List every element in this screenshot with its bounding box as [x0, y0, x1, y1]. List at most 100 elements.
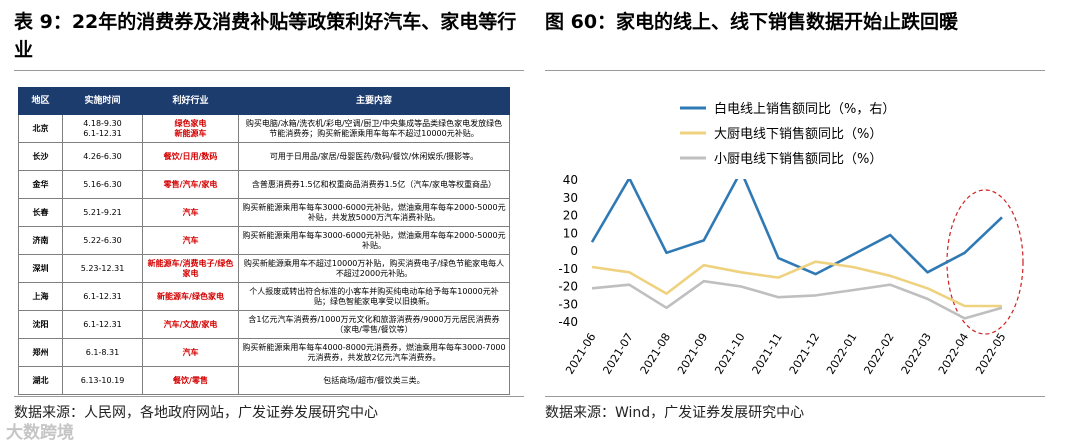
- cell-line: 4.18-9.30: [83, 118, 122, 128]
- y-tick-label: -10: [558, 262, 578, 276]
- x-tick-label: 2021-11: [750, 331, 785, 377]
- table-cell: 购买新能源乘用车每车4000-8000元消费券，燃油乘用车每车3000-7000…: [238, 338, 510, 367]
- x-tick-label: 2021-12: [787, 331, 822, 377]
- table-cell: 5.23-12.31: [62, 254, 143, 283]
- header-cell: 主要内容: [238, 87, 510, 115]
- table-cell: 金华: [18, 170, 63, 199]
- source-rule: [14, 396, 524, 397]
- x-tick-label: 2022-01: [824, 331, 859, 377]
- table-cell: 新能源车/绿色家电: [142, 282, 239, 311]
- series-line: [591, 279, 1003, 320]
- x-tick-label: 2021-08: [638, 331, 673, 377]
- table-header: 地区 实施时间 利好行业 主要内容: [18, 87, 510, 115]
- table-cell: 购买新能源乘用车每车3000-6000元补贴，燃油乘用车每车2000-5000元…: [238, 198, 510, 227]
- title-rule: [545, 70, 1045, 71]
- table-row: 北京 4.18-9.30 6.1-12.31 绿色家电 新能源车 购买电脑/冰箱/洗衣机/…: [18, 114, 510, 143]
- policy-table: 地区 实施时间 利好行业 主要内容 北京 4.18-9.30 6.1-12.31 绿色家电新…: [18, 87, 510, 395]
- table-cell: 5.16-6.30: [62, 170, 143, 199]
- table-cell: 新能源车/消费电子/绿色家电: [142, 254, 239, 283]
- cell-line: 新能源车: [174, 128, 207, 138]
- table-cell: 个人报废或转出符合标准的小客车并购买纯电动车给予每车10000元补贴；绿色智能家…: [238, 282, 510, 311]
- table-cell: 汽车: [142, 338, 239, 367]
- table-cell: 长沙: [18, 142, 63, 171]
- table-body: 北京 4.18-9.30 6.1-12.31 绿色家电 新能源车 购买电脑/冰箱/洗衣机/…: [18, 114, 510, 395]
- table-cell: 绿色家电 新能源车: [142, 114, 239, 143]
- source-rule: [545, 396, 1045, 397]
- y-tick-label: -40: [558, 315, 578, 329]
- table-cell: 汽车: [142, 198, 239, 227]
- x-tick-label: 2022-04: [936, 331, 971, 377]
- table-cell: 可用于日用品/家居/母婴医药/数码/餐饮/休闲娱乐/摄影等。: [238, 142, 510, 171]
- table-row: 济南 5.22-6.30 汽车 购买新能源乘用车每车3000-6000元补贴，燃油乘用…: [18, 226, 510, 255]
- table-cell: 郑州: [18, 338, 63, 367]
- table-cell: 汽车/文旅/家电: [142, 310, 239, 339]
- table-row: 沈阳 6.1-12.31 汽车/文旅/家电 含1亿元汽车消费券/1000万元文化和旅游…: [18, 310, 510, 339]
- table-cell: 深圳: [18, 254, 63, 283]
- y-tick-label: 40: [563, 173, 578, 187]
- series-line: [590, 179, 1003, 276]
- legend-label: 大厨电线下销售额同比（%）: [714, 126, 882, 142]
- table-row: 郑州 6.1-8.31 汽车 购买新能源乘用车每车4000-8000元消费券，燃油乘用…: [18, 338, 510, 367]
- y-tick-label: -30: [558, 297, 578, 311]
- x-tick-label: 2022-05: [973, 331, 1008, 377]
- table-cell: 北京: [18, 114, 63, 143]
- table-cell: 购买新能源乘用车不超过10000万补贴，购买消费电子/绿色节能家电每人不超过20…: [238, 254, 510, 283]
- x-tick-label: 2021-07: [600, 331, 635, 377]
- cell-line: 绿色家电: [174, 118, 207, 128]
- title-rule: [14, 70, 524, 71]
- table-cell: 长春: [18, 198, 63, 227]
- header-cell: 实施时间: [62, 87, 143, 115]
- table-cell: 湖北: [18, 366, 63, 395]
- table-cell: 购买新能源乘用车每车3000-6000元补贴，燃油乘用车每车2000-5000元…: [238, 226, 510, 255]
- chart-source: 数据来源：Wind，广发证券发展研究中心: [545, 405, 805, 421]
- header-cell: 利好行业: [142, 87, 239, 115]
- table-cell: 沈阳: [18, 310, 63, 339]
- x-tick-label: 2022-02: [861, 331, 896, 377]
- y-tick-label: -20: [558, 280, 578, 294]
- table-cell: 4.26-6.30: [62, 142, 143, 171]
- table-cell: 济南: [18, 226, 63, 255]
- y-tick-label: 30: [563, 191, 578, 205]
- plot-area: [590, 179, 1003, 320]
- legend-label: 小厨电线下销售额同比（%）: [714, 151, 882, 167]
- watermark: 大数跨境: [6, 423, 74, 443]
- table-row: 长沙 4.26-6.30 餐饮/日用/数码 可用于日用品/家居/母婴医药/数码/餐饮/…: [18, 142, 510, 171]
- table-title: 表 9：22年的消费券及消费补贴等政策利好汽车、家电等行业: [14, 11, 517, 61]
- table-cell: 4.18-9.30 6.1-12.31: [62, 114, 143, 143]
- y-tick-label: 0: [570, 244, 578, 258]
- y-tick-label: 10: [563, 226, 578, 240]
- table-cell: 含普惠消费券1.5亿和权重商品消费券1.5亿（汽车/家电等权重商品）: [238, 170, 510, 199]
- table-cell: 零售/汽车/家电: [142, 170, 239, 199]
- table-cell: 5.21-9.21: [62, 198, 143, 227]
- table-cell: 餐饮/零售: [142, 366, 239, 395]
- table-cell: 汽车: [142, 226, 239, 255]
- table-row: 湖北 6.13-10.19 餐饮/零售 包括商场/超市/餐饮类三类。: [18, 366, 510, 395]
- x-tick-label: 2021-09: [675, 331, 710, 377]
- header-cell: 地区: [18, 87, 63, 115]
- table-cell: 上海: [18, 282, 63, 311]
- cell-line: 6.1-12.31: [83, 128, 122, 138]
- x-tick-label: 2021-06: [563, 331, 598, 377]
- table-cell: 6.1-8.31: [62, 338, 143, 367]
- table-cell: 6.13-10.19: [62, 366, 143, 395]
- legend-label: 白电线上销售额同比（%，右）: [714, 101, 895, 117]
- chart-title: 图 60：家电的线上、线下销售数据开始止跌回暖: [545, 11, 959, 33]
- y-tick-label: 20: [563, 209, 578, 223]
- table-cell: 6.1-12.31: [62, 310, 143, 339]
- table-source: 数据来源：人民网，各地政府网站，广发证券发展研究中心: [14, 405, 378, 421]
- table-cell: 包括商场/超市/餐饮类三类。: [238, 366, 510, 395]
- table-row: 深圳 5.23-12.31 新能源车/消费电子/绿色家电 购买新能源乘用车不超过100…: [18, 254, 510, 283]
- table-row: 金华 5.16-6.30 零售/汽车/家电 含普惠消费券1.5亿和权重商品消费券1.5…: [18, 170, 510, 199]
- table-row: 上海 6.1-12.31 新能源车/绿色家电 个人报废或转出符合标准的小客车并购买纯电…: [18, 282, 510, 311]
- table-cell: 5.22-6.30: [62, 226, 143, 255]
- table-cell: 6.1-12.31: [62, 282, 143, 311]
- x-tick-label: 2022-03: [899, 331, 934, 377]
- table-cell: 餐饮/日用/数码: [142, 142, 239, 171]
- table-cell: 含1亿元汽车消费券/1000万元文化和旅游消费券/9000万元居民消费券（家电/…: [238, 310, 510, 339]
- series-line: [591, 260, 1002, 308]
- table-row: 长春 5.21-9.21 汽车 购买新能源乘用车每车3000-6000元补贴，燃油乘用…: [18, 198, 510, 227]
- x-tick-label: 2021-10: [712, 331, 747, 377]
- table-cell: 购买电脑/冰箱/洗衣机/彩电/空调/厨卫/中央集成等品类绿色家电发放绿色节能消费…: [238, 114, 510, 143]
